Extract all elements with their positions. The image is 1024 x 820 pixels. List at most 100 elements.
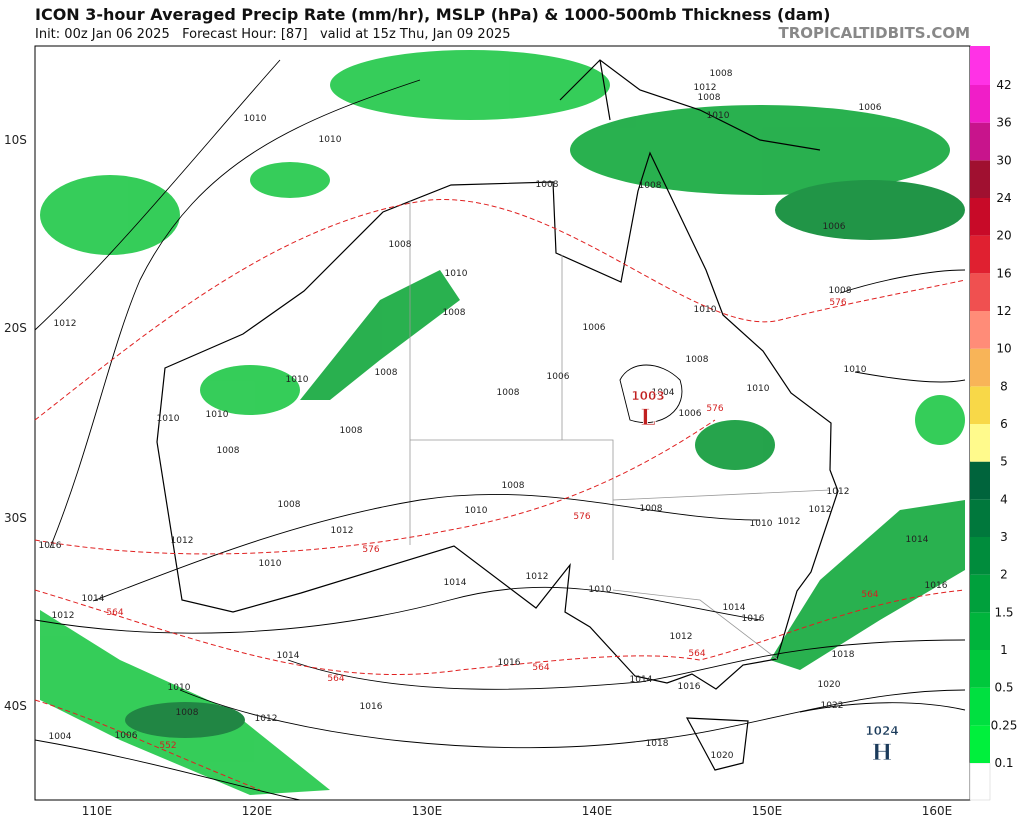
isobar-label: 1014 [723,603,746,613]
isobar-label: 1018 [832,650,855,660]
colorbar-segment [970,198,990,236]
isobar-label: 1008 [502,481,525,491]
colorbar-segment [970,46,990,85]
isobar-label: 1012 [778,517,801,527]
isobar-label: 1008 [536,180,559,190]
pressure-center: H [872,740,893,766]
thickness-label: 564 [688,649,705,659]
pressure-value: 1003 [631,389,664,403]
colorbar: 0.1 0.25 0.5 1 1.5 2 3 4 5 6 8 10 12 16 20 24 30 36 42 [969,46,1018,801]
colorbar-label: 42 [996,78,1011,92]
colorbar-segment [970,650,990,688]
colorbar-segment [970,424,990,462]
isobar-label: 1012 [52,611,75,621]
isobar-label: 1012 [827,487,850,497]
isobar-label: 1010 [465,506,488,516]
colorbar-label: 36 [996,116,1011,130]
lat-label: 30S [4,511,27,525]
isobar-label: 1014 [906,535,929,545]
isobar-label: 1014 [277,651,300,661]
borders [409,200,831,660]
isobar-label: 1022 [821,701,844,711]
precip [40,50,965,795]
colorbar-label: 4 [1000,492,1008,506]
colorbar-label: 1.5 [994,605,1013,619]
colorbar-label: 20 [996,229,1011,243]
lon-label: 160E [922,804,953,818]
thickness-label: 576 [706,404,723,414]
isobar-label: 1008 [389,240,412,250]
colorbar-label: 0.25 [991,718,1018,732]
isobar-label: 1010 [589,585,612,595]
lon-label: 150E [752,804,783,818]
thickness-label: 564 [106,608,123,618]
thickness-label: 576 [829,298,846,308]
colorbar-segment [970,461,990,500]
colorbar-label: 6 [1000,417,1008,431]
lat-label: 10S [4,133,27,147]
isobar-label: 1010 [445,269,468,279]
isobar-label: 1016 [360,702,383,712]
isobar-label: 1010 [319,135,342,145]
isobar-label: 1012 [670,632,693,642]
colorbar-segment [970,311,990,349]
isobar-label: 1010 [157,414,180,424]
isobar-label: 1008 [278,500,301,510]
isobar-label: 1010 [206,410,229,420]
title: ICON 3-hour Averaged Precip Rate (mm/hr)… [35,5,831,24]
colorbar-label: 30 [996,153,1011,167]
isobar-label: 1010 [707,111,730,121]
isobar-label: 1012 [255,714,278,724]
lon-label: 120E [242,804,273,818]
isobar-label: 1004 [652,388,675,398]
isobar-label: 1008 [640,504,663,514]
map-area [34,45,971,801]
isobar-label: 1008 [710,69,733,79]
isobar-label: 1010 [244,114,267,124]
lon-label: 110E [82,804,113,818]
colorbar-label: 16 [996,266,1011,280]
isobar-label: 1016 [498,658,521,668]
isobar-label: 1010 [259,559,282,569]
isobar-label: 1010 [286,375,309,385]
lon-label: 130E [412,804,443,818]
isobar-label: 1008 [340,426,363,436]
colorbar-segment [970,687,990,726]
isobar-label: 1008 [443,308,466,318]
isobar-label: 1006 [547,372,570,382]
thickness-lines [34,199,966,791]
colorbar-segment [970,273,990,311]
isobar-label: 1012 [331,526,354,536]
lon-label: 140E [582,804,613,818]
colorbar-label: 8 [1000,379,1008,393]
isobar-label: 1008 [686,355,709,365]
isobar-label: 1016 [678,682,701,692]
subtitle: Init: 00z Jan 06 2025 Forecast Hour: [87… [35,27,511,42]
colorbar-label: 5 [1000,455,1008,469]
isobar-label: 1018 [646,739,669,749]
isobar-label: 1006 [823,222,846,232]
thickness-label: 576 [573,512,590,522]
colorbar-label: 24 [996,191,1011,205]
isobar-label: 1008 [375,368,398,378]
isobar-label: 1012 [809,505,832,515]
watermark: TROPICALTIDBITS.COM [779,24,971,42]
thickness-label: 564 [532,663,549,673]
isobar-label: 1016 [742,614,765,624]
isobar-label: 1012 [171,536,194,546]
thickness-label: 564 [861,590,878,600]
isobar-label: 1010 [747,384,770,394]
isobar-label: 1006 [583,323,606,333]
colorbar-segment [970,348,990,387]
isobar-label: 1008 [497,388,520,398]
thickness-label: 576 [362,545,379,555]
isobar-label: 1010 [168,683,191,693]
thickness-label: 564 [327,674,344,684]
isobar-label: 1006 [115,731,138,741]
coastlines [156,59,839,771]
colorbar-segment [970,235,990,274]
colorbar-label: 3 [1000,530,1008,544]
isobar-label: 1010 [694,305,717,315]
